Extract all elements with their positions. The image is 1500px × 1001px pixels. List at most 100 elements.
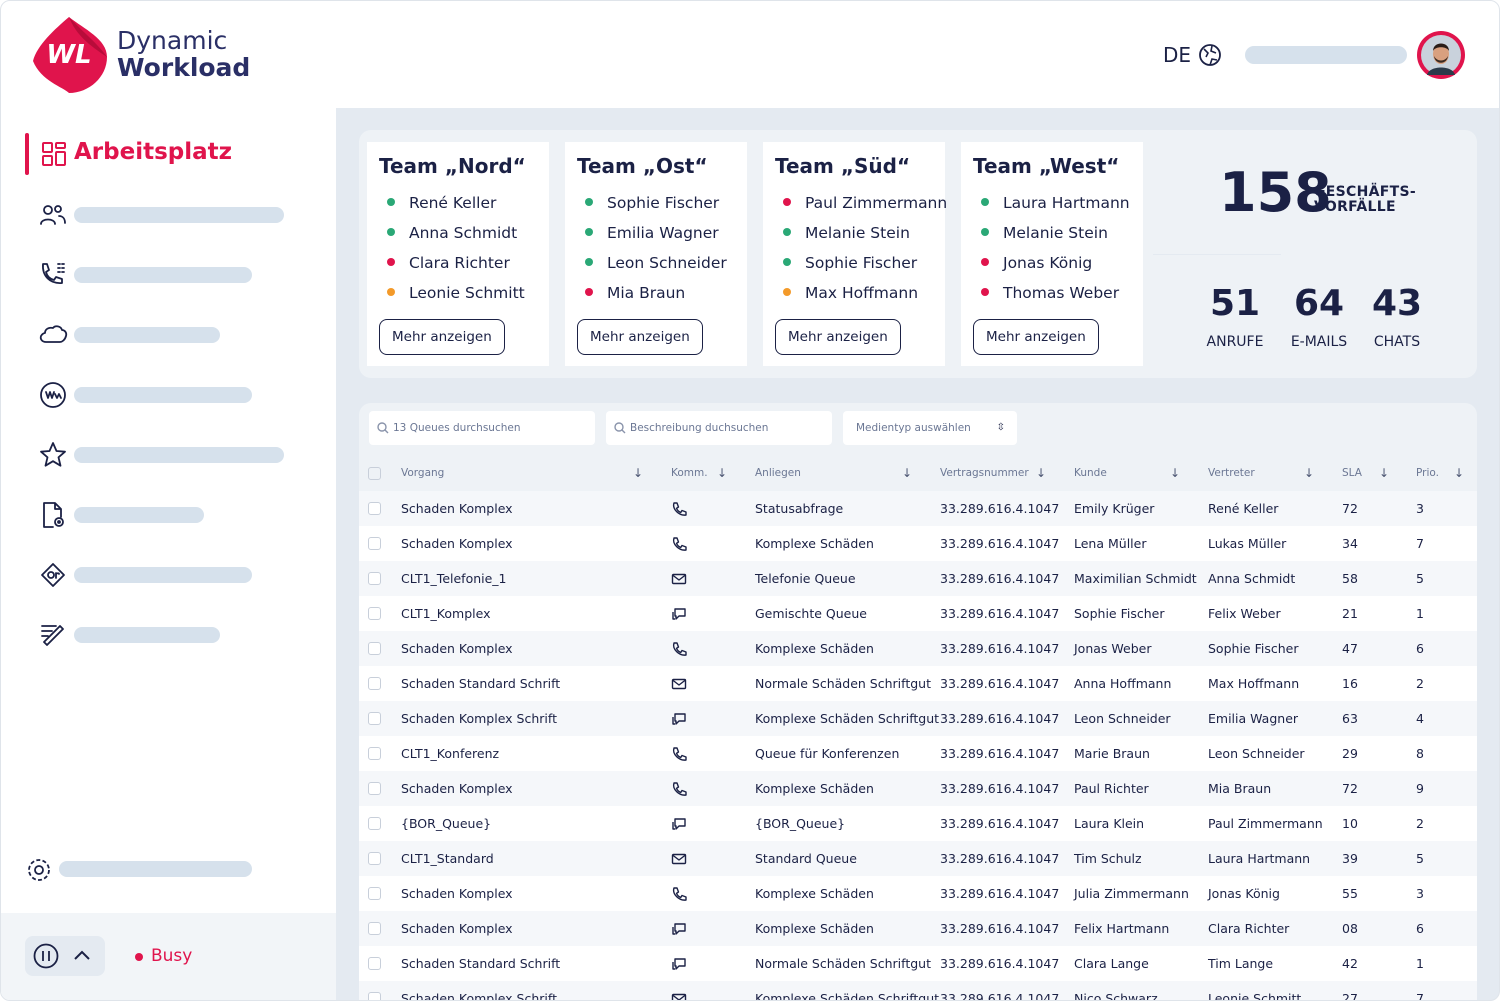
team-member: Melanie Stein: [783, 224, 910, 242]
table-row[interactable]: CLT1_Konferenz Queue für Konferenzen 33.28…: [359, 736, 1477, 771]
nav-icon[interactable]: [38, 440, 68, 470]
row-checkbox[interactable]: [368, 817, 381, 830]
table-row[interactable]: Schaden Komplex Komplexe Schäden 33.289.61…: [359, 526, 1477, 561]
table-row[interactable]: Schaden Standard Schrift Normale Schäden …: [359, 666, 1477, 701]
status-dot: [387, 288, 395, 296]
table-row[interactable]: CLT1_Telefonie_1 Telefonie Queue 33.289.61…: [359, 561, 1477, 596]
status-text: Busy: [151, 946, 193, 966]
nav-icon[interactable]: [38, 500, 68, 530]
placeholder-bar: [74, 267, 252, 283]
row-checkbox[interactable]: [368, 992, 381, 1000]
member-name: Anna Schmidt: [409, 224, 518, 242]
nav-icon[interactable]: [38, 560, 68, 590]
table-row[interactable]: Schaden Komplex Schrift Komplexe Schäden …: [359, 701, 1477, 736]
status-dot: [783, 258, 791, 266]
nav-icon[interactable]: [38, 380, 68, 410]
description-search[interactable]: Beschreibung duchsuchen: [606, 411, 832, 445]
table-row[interactable]: Schaden Komplex Komplexe Schäden 33.289.61…: [359, 876, 1477, 911]
row-checkbox[interactable]: [368, 782, 381, 795]
nav-icon[interactable]: [38, 200, 68, 230]
show-more-button[interactable]: Mehr anzeigen: [775, 319, 901, 355]
row-checkbox[interactable]: [368, 712, 381, 725]
show-more-button[interactable]: Mehr anzeigen: [379, 319, 505, 355]
status-dot: [585, 198, 593, 206]
table-row[interactable]: CLT1_Komplex Gemischte Queue 33.289.616.4.…: [359, 596, 1477, 631]
cell-anliegen: {BOR_Queue}: [755, 816, 846, 831]
status-dot: [585, 258, 593, 266]
sort-arrow[interactable]: ↓: [1170, 466, 1181, 480]
table-row[interactable]: Schaden Komplex Statusabfrage 33.289.616.4…: [359, 491, 1477, 526]
placeholder-bar: [74, 447, 284, 463]
channel-value: 43: [1371, 283, 1423, 324]
comm-icon: [671, 526, 687, 565]
table-row[interactable]: Schaden Komplex Komplexe Schäden 33.289.61…: [359, 631, 1477, 666]
cell-kunde: Nico Schwarz: [1074, 991, 1158, 1001]
row-checkbox[interactable]: [368, 642, 381, 655]
sort-arrow[interactable]: ↓: [1454, 466, 1465, 480]
row-checkbox[interactable]: [368, 572, 381, 585]
table-row[interactable]: Schaden Komplex Komplexe Schäden 33.289.61…: [359, 771, 1477, 806]
nav-icon[interactable]: [38, 260, 68, 290]
column-header[interactable]: Prio.: [1416, 467, 1439, 479]
cell-vertreter: Leon Schneider: [1208, 746, 1305, 761]
column-header[interactable]: Vertragsnummer: [940, 467, 1029, 479]
column-header[interactable]: Komm.: [671, 467, 708, 479]
column-header[interactable]: Kunde: [1074, 467, 1107, 479]
row-checkbox[interactable]: [368, 502, 381, 515]
sort-arrow[interactable]: ↓: [1379, 466, 1390, 480]
language[interactable]: DE: [1163, 43, 1192, 67]
sort-arrow[interactable]: ↓: [902, 466, 913, 480]
row-checkbox[interactable]: [368, 957, 381, 970]
cell-kunde: Emily Krüger: [1074, 501, 1155, 516]
placeholder-bar: [74, 207, 284, 223]
show-more-button[interactable]: Mehr anzeigen: [577, 319, 703, 355]
row-checkbox[interactable]: [368, 922, 381, 935]
comm-icon: [671, 701, 687, 740]
row-checkbox[interactable]: [368, 887, 381, 900]
column-header[interactable]: Vertreter: [1208, 467, 1255, 479]
show-more-button[interactable]: Mehr anzeigen: [973, 319, 1099, 355]
select-all-checkbox[interactable]: [368, 467, 381, 480]
row-checkbox[interactable]: [368, 607, 381, 620]
sort-arrow[interactable]: ↓: [1036, 466, 1047, 480]
table-row[interactable]: Schaden Komplex Schrift Komplexe Schäden …: [359, 981, 1477, 1001]
queue-search[interactable]: 13 Queues durchsuchen: [369, 411, 595, 445]
team-member: Leonie Schmitt: [387, 284, 525, 302]
cell-vertrag: 33.289.616.4.1047: [940, 641, 1060, 656]
member-name: Jonas König: [1003, 254, 1093, 272]
sort-arrow[interactable]: ↓: [717, 466, 728, 480]
sort-arrow[interactable]: ↓: [1304, 466, 1315, 480]
table-row[interactable]: Schaden Standard Schrift Normale Schäden …: [359, 946, 1477, 981]
nav-active-item[interactable]: Arbeitsplatz: [74, 139, 233, 165]
cell-vertrag: 33.289.616.4.1047: [940, 676, 1060, 691]
sort-arrow[interactable]: ↓: [633, 466, 644, 480]
status-dot: [981, 228, 989, 236]
placeholder-bar: [74, 387, 252, 403]
column-header[interactable]: Vorgang: [401, 467, 445, 479]
row-checkbox[interactable]: [368, 677, 381, 690]
team-card: Team „Ost“ Sophie Fischer Emilia Wagner Leo…: [565, 142, 747, 366]
row-checkbox[interactable]: [368, 747, 381, 760]
status-control[interactable]: [25, 936, 105, 976]
table-row[interactable]: Schaden Komplex Komplexe Schäden 33.289.61…: [359, 911, 1477, 946]
nav-icon[interactable]: [38, 620, 68, 650]
comm-icon: [671, 841, 687, 880]
nav-icon[interactable]: [38, 320, 68, 350]
globe-icon[interactable]: [1198, 43, 1222, 67]
brand-line2: Workload: [117, 53, 251, 82]
settings-icon[interactable]: [25, 856, 53, 884]
column-header[interactable]: Anliegen: [755, 467, 801, 479]
media-type-select[interactable]: Medientyp auswählen ⇳: [843, 411, 1017, 445]
workspace-icon[interactable]: [41, 141, 67, 167]
table-row[interactable]: CLT1_Standard Standard Queue 33.289.616.4.…: [359, 841, 1477, 876]
row-checkbox[interactable]: [368, 537, 381, 550]
stats: 158 GESCHÄFTS- VORFÄLLE 51 ANRUFE 64 E-MAILS 43…: [1153, 130, 1477, 378]
table-row[interactable]: {BOR_Queue} {BOR_Queue} 33.289.616.4.1047 L…: [359, 806, 1477, 841]
row-checkbox[interactable]: [368, 852, 381, 865]
cell-kunde: Sophie Fischer: [1074, 606, 1165, 621]
column-header[interactable]: SLA: [1342, 467, 1362, 479]
cell-vorgang: {BOR_Queue}: [401, 816, 492, 831]
cell-vertrag: 33.289.616.4.1047: [940, 851, 1060, 866]
cell-anliegen: Komplexe Schäden Schriftgut: [755, 711, 940, 726]
avatar[interactable]: [1417, 31, 1465, 79]
